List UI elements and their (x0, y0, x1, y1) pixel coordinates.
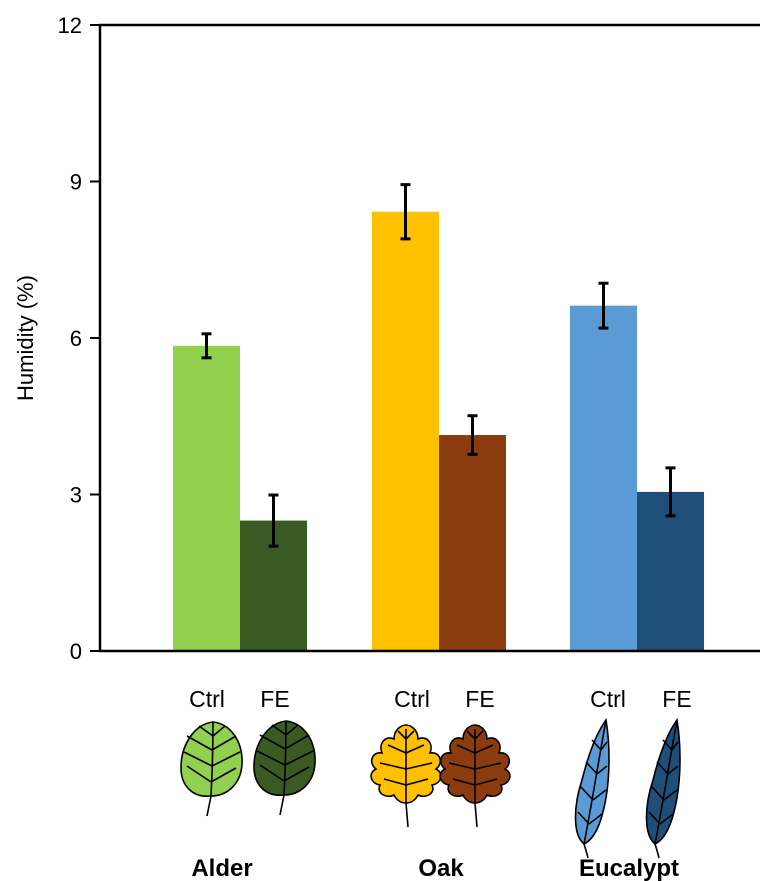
bar-oak-fe (439, 435, 506, 651)
treatment-label: FE (260, 686, 289, 712)
y-tick-label: 12 (58, 13, 82, 38)
y-axis-ticks: 0 3 6 9 12 (58, 13, 100, 664)
oak-leaf-icon (439, 724, 511, 828)
y-tick-label: 6 (70, 326, 82, 351)
treatment-label: Ctrl (189, 686, 225, 712)
bar-alder-ctrl (173, 345, 240, 651)
bar-eucalypt-ctrl (570, 305, 637, 651)
error-bars (201, 183, 676, 548)
category-label-eucalypt: Eucalypt (579, 855, 679, 881)
eucalypt-leaf-icon (574, 719, 610, 859)
leaf-icons (180, 719, 681, 859)
category-label-oak: Oak (418, 855, 464, 881)
treatment-label: Ctrl (394, 686, 430, 712)
treatment-label: Ctrl (590, 686, 626, 712)
eucalypt-leaf-icon (645, 719, 681, 859)
treatment-label: FE (662, 686, 691, 712)
bar-oak-ctrl (372, 211, 439, 652)
oak-leaf-icon (370, 724, 442, 828)
y-tick-label: 3 (70, 483, 82, 508)
category-labels: Alder Oak Eucalypt (191, 855, 679, 881)
alder-leaf-icon (180, 721, 243, 817)
bars (173, 211, 704, 652)
bar-eucalypt-fe (637, 491, 704, 651)
y-tick-label: 9 (70, 170, 82, 195)
y-tick-label: 0 (70, 639, 82, 664)
y-axis-label: Humidity (%) (13, 275, 38, 401)
treatment-labels: Ctrl FE Ctrl FE Ctrl FE (189, 686, 692, 712)
alder-leaf-icon (253, 720, 316, 816)
category-label-alder: Alder (191, 855, 252, 881)
treatment-label: FE (465, 686, 494, 712)
